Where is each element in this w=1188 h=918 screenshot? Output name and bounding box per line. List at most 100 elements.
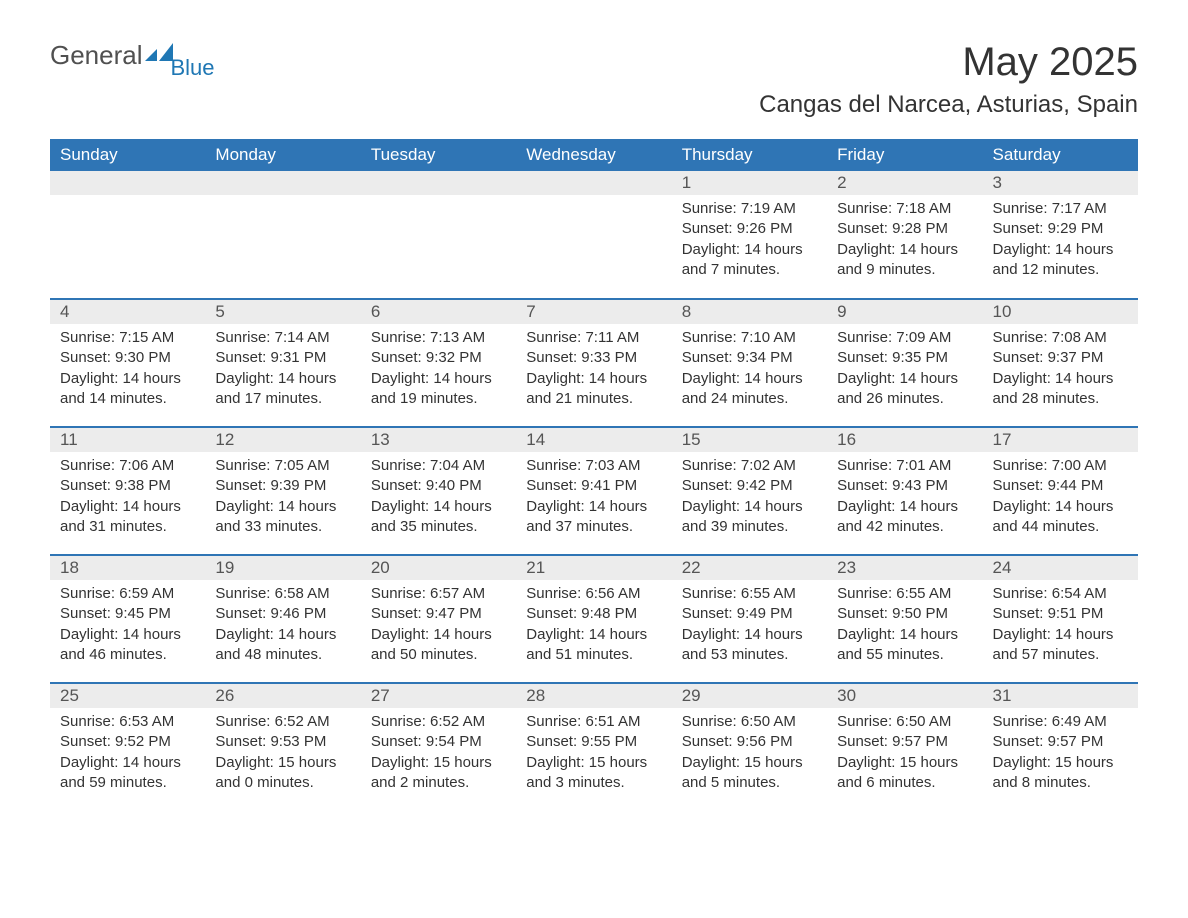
day-details: Sunrise: 7:10 AMSunset: 9:34 PMDaylight:… bbox=[672, 324, 827, 415]
empty-daynum-bar bbox=[516, 171, 671, 195]
day-number: 19 bbox=[205, 556, 360, 580]
logo: General Blue bbox=[50, 40, 219, 71]
calendar-table: SundayMondayTuesdayWednesdayThursdayFrid… bbox=[50, 139, 1138, 811]
day-details: Sunrise: 6:54 AMSunset: 9:51 PMDaylight:… bbox=[983, 580, 1138, 671]
day-details: Sunrise: 6:58 AMSunset: 9:46 PMDaylight:… bbox=[205, 580, 360, 671]
day-details: Sunrise: 6:52 AMSunset: 9:53 PMDaylight:… bbox=[205, 708, 360, 799]
day-details: Sunrise: 6:50 AMSunset: 9:57 PMDaylight:… bbox=[827, 708, 982, 799]
day-cell: 17Sunrise: 7:00 AMSunset: 9:44 PMDayligh… bbox=[983, 427, 1138, 555]
weekday-header: Monday bbox=[205, 139, 360, 171]
weekday-header: Tuesday bbox=[361, 139, 516, 171]
day-number: 3 bbox=[983, 171, 1138, 195]
day-number: 13 bbox=[361, 428, 516, 452]
day-cell: 19Sunrise: 6:58 AMSunset: 9:46 PMDayligh… bbox=[205, 555, 360, 683]
day-details: Sunrise: 6:56 AMSunset: 9:48 PMDaylight:… bbox=[516, 580, 671, 671]
day-number: 17 bbox=[983, 428, 1138, 452]
weekday-header: Thursday bbox=[672, 139, 827, 171]
day-details: Sunrise: 7:19 AMSunset: 9:26 PMDaylight:… bbox=[672, 195, 827, 286]
day-number: 22 bbox=[672, 556, 827, 580]
day-details: Sunrise: 6:57 AMSunset: 9:47 PMDaylight:… bbox=[361, 580, 516, 671]
week-row: 18Sunrise: 6:59 AMSunset: 9:45 PMDayligh… bbox=[50, 555, 1138, 683]
weekday-header-row: SundayMondayTuesdayWednesdayThursdayFrid… bbox=[50, 139, 1138, 171]
day-number: 15 bbox=[672, 428, 827, 452]
weekday-header: Friday bbox=[827, 139, 982, 171]
logo-triangle-icon bbox=[145, 43, 173, 61]
day-cell: 27Sunrise: 6:52 AMSunset: 9:54 PMDayligh… bbox=[361, 683, 516, 811]
day-details: Sunrise: 6:50 AMSunset: 9:56 PMDaylight:… bbox=[672, 708, 827, 799]
day-details: Sunrise: 6:52 AMSunset: 9:54 PMDaylight:… bbox=[361, 708, 516, 799]
day-details: Sunrise: 7:00 AMSunset: 9:44 PMDaylight:… bbox=[983, 452, 1138, 543]
day-number: 1 bbox=[672, 171, 827, 195]
day-cell: 23Sunrise: 6:55 AMSunset: 9:50 PMDayligh… bbox=[827, 555, 982, 683]
day-details: Sunrise: 6:53 AMSunset: 9:52 PMDaylight:… bbox=[50, 708, 205, 799]
day-cell: 8Sunrise: 7:10 AMSunset: 9:34 PMDaylight… bbox=[672, 299, 827, 427]
day-cell: 21Sunrise: 6:56 AMSunset: 9:48 PMDayligh… bbox=[516, 555, 671, 683]
day-number: 6 bbox=[361, 300, 516, 324]
weekday-header: Saturday bbox=[983, 139, 1138, 171]
day-cell: 13Sunrise: 7:04 AMSunset: 9:40 PMDayligh… bbox=[361, 427, 516, 555]
day-details: Sunrise: 7:09 AMSunset: 9:35 PMDaylight:… bbox=[827, 324, 982, 415]
empty-cell bbox=[516, 171, 671, 299]
logo-text-general: General bbox=[50, 40, 143, 71]
day-details: Sunrise: 6:49 AMSunset: 9:57 PMDaylight:… bbox=[983, 708, 1138, 799]
day-cell: 7Sunrise: 7:11 AMSunset: 9:33 PMDaylight… bbox=[516, 299, 671, 427]
day-cell: 12Sunrise: 7:05 AMSunset: 9:39 PMDayligh… bbox=[205, 427, 360, 555]
title-block: May 2025 Cangas del Narcea, Asturias, Sp… bbox=[759, 40, 1138, 129]
day-details: Sunrise: 7:18 AMSunset: 9:28 PMDaylight:… bbox=[827, 195, 982, 286]
day-details: Sunrise: 7:08 AMSunset: 9:37 PMDaylight:… bbox=[983, 324, 1138, 415]
week-row: 1Sunrise: 7:19 AMSunset: 9:26 PMDaylight… bbox=[50, 171, 1138, 299]
calendar-body: 1Sunrise: 7:19 AMSunset: 9:26 PMDaylight… bbox=[50, 171, 1138, 811]
day-details: Sunrise: 7:06 AMSunset: 9:38 PMDaylight:… bbox=[50, 452, 205, 543]
day-cell: 16Sunrise: 7:01 AMSunset: 9:43 PMDayligh… bbox=[827, 427, 982, 555]
empty-daynum-bar bbox=[205, 171, 360, 195]
day-number: 23 bbox=[827, 556, 982, 580]
day-number: 10 bbox=[983, 300, 1138, 324]
day-cell: 31Sunrise: 6:49 AMSunset: 9:57 PMDayligh… bbox=[983, 683, 1138, 811]
day-number: 21 bbox=[516, 556, 671, 580]
day-cell: 9Sunrise: 7:09 AMSunset: 9:35 PMDaylight… bbox=[827, 299, 982, 427]
day-number: 30 bbox=[827, 684, 982, 708]
header: General Blue May 2025 Cangas del Narcea,… bbox=[50, 40, 1138, 129]
day-cell: 3Sunrise: 7:17 AMSunset: 9:29 PMDaylight… bbox=[983, 171, 1138, 299]
day-details: Sunrise: 7:11 AMSunset: 9:33 PMDaylight:… bbox=[516, 324, 671, 415]
day-details: Sunrise: 6:55 AMSunset: 9:50 PMDaylight:… bbox=[827, 580, 982, 671]
day-cell: 1Sunrise: 7:19 AMSunset: 9:26 PMDaylight… bbox=[672, 171, 827, 299]
day-details: Sunrise: 7:03 AMSunset: 9:41 PMDaylight:… bbox=[516, 452, 671, 543]
day-number: 11 bbox=[50, 428, 205, 452]
day-cell: 22Sunrise: 6:55 AMSunset: 9:49 PMDayligh… bbox=[672, 555, 827, 683]
weekday-header: Sunday bbox=[50, 139, 205, 171]
weekday-header: Wednesday bbox=[516, 139, 671, 171]
day-number: 24 bbox=[983, 556, 1138, 580]
empty-daynum-bar bbox=[50, 171, 205, 195]
day-number: 8 bbox=[672, 300, 827, 324]
day-number: 9 bbox=[827, 300, 982, 324]
day-cell: 6Sunrise: 7:13 AMSunset: 9:32 PMDaylight… bbox=[361, 299, 516, 427]
day-details: Sunrise: 7:01 AMSunset: 9:43 PMDaylight:… bbox=[827, 452, 982, 543]
day-number: 27 bbox=[361, 684, 516, 708]
day-cell: 28Sunrise: 6:51 AMSunset: 9:55 PMDayligh… bbox=[516, 683, 671, 811]
day-cell: 25Sunrise: 6:53 AMSunset: 9:52 PMDayligh… bbox=[50, 683, 205, 811]
day-details: Sunrise: 7:17 AMSunset: 9:29 PMDaylight:… bbox=[983, 195, 1138, 286]
day-details: Sunrise: 6:55 AMSunset: 9:49 PMDaylight:… bbox=[672, 580, 827, 671]
day-number: 28 bbox=[516, 684, 671, 708]
day-cell: 18Sunrise: 6:59 AMSunset: 9:45 PMDayligh… bbox=[50, 555, 205, 683]
day-number: 4 bbox=[50, 300, 205, 324]
empty-cell bbox=[205, 171, 360, 299]
week-row: 25Sunrise: 6:53 AMSunset: 9:52 PMDayligh… bbox=[50, 683, 1138, 811]
day-details: Sunrise: 7:14 AMSunset: 9:31 PMDaylight:… bbox=[205, 324, 360, 415]
day-details: Sunrise: 7:13 AMSunset: 9:32 PMDaylight:… bbox=[361, 324, 516, 415]
day-number: 20 bbox=[361, 556, 516, 580]
day-number: 7 bbox=[516, 300, 671, 324]
day-number: 18 bbox=[50, 556, 205, 580]
empty-cell bbox=[50, 171, 205, 299]
day-cell: 24Sunrise: 6:54 AMSunset: 9:51 PMDayligh… bbox=[983, 555, 1138, 683]
day-cell: 26Sunrise: 6:52 AMSunset: 9:53 PMDayligh… bbox=[205, 683, 360, 811]
logo-text-blue: Blue bbox=[171, 55, 215, 81]
day-details: Sunrise: 7:05 AMSunset: 9:39 PMDaylight:… bbox=[205, 452, 360, 543]
day-details: Sunrise: 6:59 AMSunset: 9:45 PMDaylight:… bbox=[50, 580, 205, 671]
day-details: Sunrise: 6:51 AMSunset: 9:55 PMDaylight:… bbox=[516, 708, 671, 799]
day-cell: 15Sunrise: 7:02 AMSunset: 9:42 PMDayligh… bbox=[672, 427, 827, 555]
day-cell: 4Sunrise: 7:15 AMSunset: 9:30 PMDaylight… bbox=[50, 299, 205, 427]
day-number: 12 bbox=[205, 428, 360, 452]
day-number: 25 bbox=[50, 684, 205, 708]
